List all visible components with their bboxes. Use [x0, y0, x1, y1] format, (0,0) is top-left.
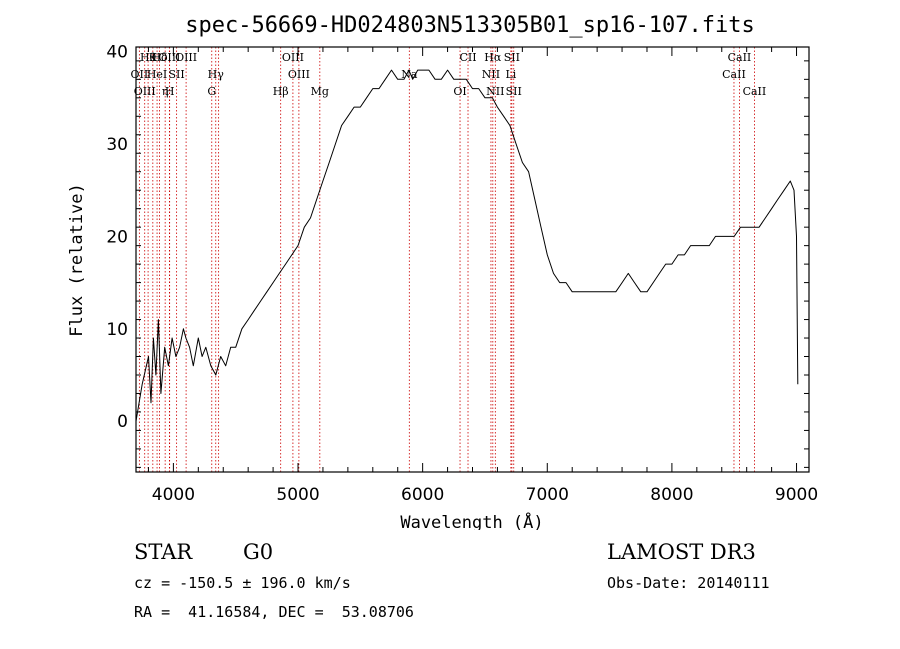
- line-label-9: OIII: [134, 85, 156, 98]
- line-label-10: η: [162, 85, 169, 98]
- x-tick-label-6000: 6000: [401, 485, 444, 505]
- line-label-14: Hβ: [273, 85, 289, 98]
- x-tick-label-7000: 7000: [526, 485, 569, 505]
- line-label-25: SII: [504, 51, 520, 64]
- x-tick-label-5000: 5000: [276, 485, 319, 505]
- line-label-11: H: [165, 85, 175, 98]
- spectrum-line: [135, 69, 799, 422]
- line-label-6: HeI: [147, 68, 167, 81]
- line-label-17: Mg: [311, 85, 329, 98]
- spectrum-chart: spec-56669-HD024803N513305B01_sp16-107.f…: [67, 13, 818, 530]
- line-label-2: Hδ: [151, 51, 168, 64]
- x-axis-ticks: 4000 5000 6000 7000 8000 9000: [147, 47, 818, 505]
- chart-title: spec-56669-HD024803N513305B01_sp16-107.f…: [185, 13, 755, 38]
- object-subclass: G0: [243, 540, 274, 564]
- line-label-5: OII: [131, 68, 149, 81]
- line-label-27: CaII: [722, 68, 746, 81]
- line-label-7: SII: [169, 68, 185, 81]
- y-axis-label: Flux (relative): [67, 183, 87, 337]
- y-tick-label-0: 0: [117, 412, 128, 432]
- y-tick-label-30: 30: [106, 135, 128, 155]
- line-label-3: OIII: [158, 51, 180, 64]
- y-tick-label-10: 10: [106, 320, 128, 340]
- y-tick-label-20: 20: [106, 227, 128, 247]
- redshift-text: cz = -150.5 ± 196.0 km/s: [134, 574, 351, 592]
- obs-date-text: Obs-Date: 20140111: [607, 574, 770, 592]
- plot-frame: [135, 46, 810, 473]
- line-label-8: Hγ: [208, 68, 225, 81]
- line-label-26: SII: [506, 85, 522, 98]
- line-label-24: Li: [505, 68, 516, 81]
- line-label-21: NII: [482, 68, 500, 81]
- line-label-23: NII: [486, 85, 504, 98]
- x-axis-label: Wavelength (Å): [400, 511, 543, 530]
- spectral-line-markers: [138, 47, 755, 472]
- line-label-0: Hθ: [140, 51, 157, 64]
- coordinates-text: RA = 41.16584, DEC = 53.08706: [134, 603, 414, 621]
- line-label-20: CII: [459, 51, 476, 64]
- line-label-29: CaII: [743, 85, 767, 98]
- line-label-15: OIII: [282, 51, 304, 64]
- x-tick-label-8000: 8000: [650, 485, 693, 505]
- line-label-12: G: [207, 85, 216, 98]
- line-label-1: K: [149, 51, 158, 64]
- line-label-22: Hα: [484, 51, 502, 64]
- object-class: STAR: [134, 540, 193, 564]
- line-label-4: OIII: [175, 51, 197, 64]
- x-tick-label-9000: 9000: [775, 485, 818, 505]
- line-label-16: OIII: [288, 68, 310, 81]
- survey-name: LAMOST DR3: [607, 540, 756, 564]
- line-label-28: CaII: [728, 51, 752, 64]
- spectrum-series: [135, 69, 799, 422]
- x-tick-label-4000: 4000: [152, 485, 195, 505]
- y-tick-label-40: 40: [106, 43, 128, 63]
- y-axis-ticks: 0 10 20 30 40: [106, 43, 809, 468]
- line-label-19: OI: [453, 85, 466, 98]
